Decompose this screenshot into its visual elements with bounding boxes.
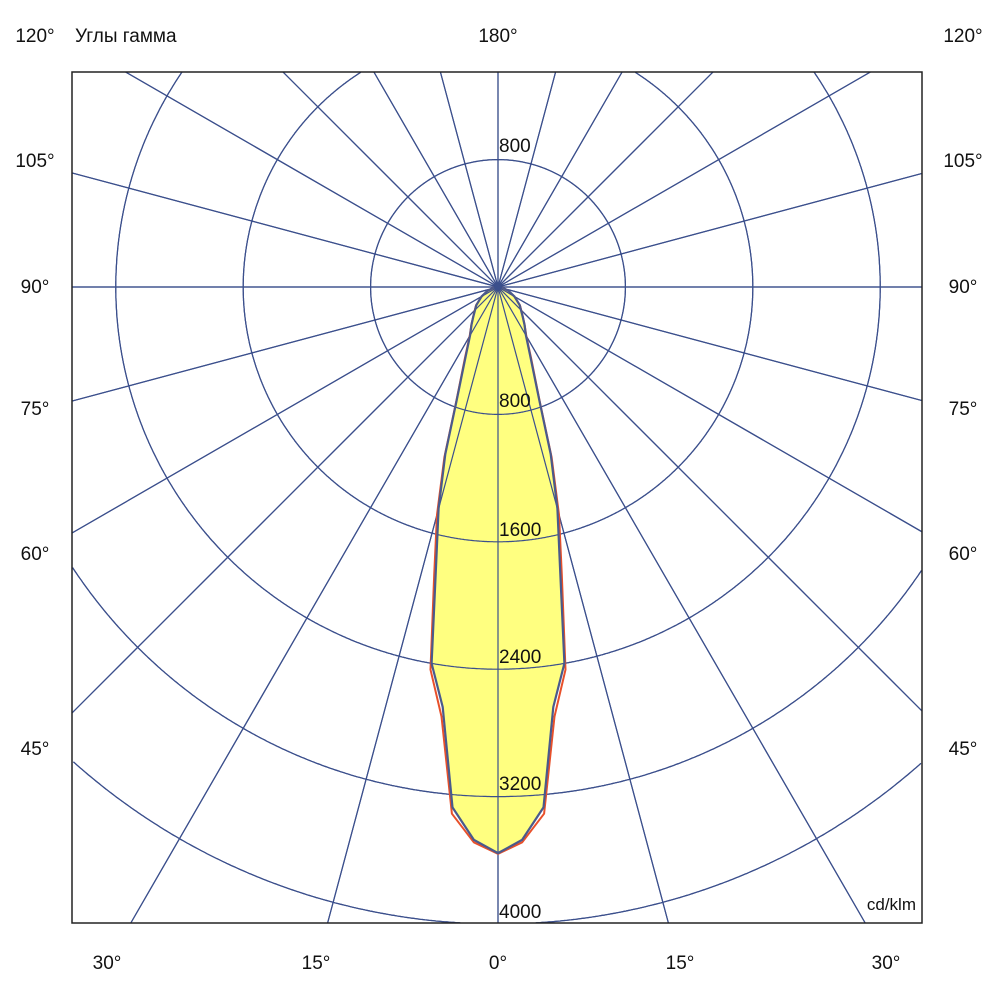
- grid-ray: [130, 286, 499, 924]
- grid-ray: [125, 71, 499, 288]
- grid-circle: [498, 71, 881, 670]
- grid-ray: [497, 286, 923, 712]
- angle-label-left: 60°: [21, 544, 50, 565]
- grid-ray: [497, 286, 866, 924]
- radial-tick-label: 800: [499, 391, 531, 412]
- angle-label-bottom: 0°: [489, 953, 507, 974]
- grid-ray: [497, 71, 871, 288]
- angle-label-left: 45°: [21, 739, 50, 760]
- angle-label-bottom: 15°: [666, 953, 695, 974]
- grid-ray: [497, 172, 923, 288]
- grid-ray: [497, 286, 923, 402]
- grid-ray: [71, 172, 499, 288]
- radial-tick-label: 3200: [499, 774, 541, 795]
- angle-label-bottom: 30°: [93, 953, 122, 974]
- radial-tick-label: 4000: [499, 902, 541, 923]
- radial-tick-label: 1600: [499, 520, 541, 541]
- grid-ray: [282, 71, 499, 288]
- grid-ray: [71, 286, 499, 402]
- grid-ray: [327, 286, 499, 924]
- grid-ray: [373, 71, 499, 288]
- angle-label-bottom: 15°: [302, 953, 331, 974]
- grid-circle: [498, 570, 922, 798]
- grid-ray: [71, 286, 499, 714]
- angle-label-right: 90°: [949, 277, 978, 298]
- chart-title: Углы гамма: [75, 26, 177, 47]
- intensity-curves: [71, 71, 923, 924]
- grid-ray: [497, 71, 623, 288]
- center-point: [494, 283, 502, 291]
- grid-ray: [497, 71, 714, 288]
- grid-circle: [498, 71, 754, 543]
- radial-tick-label: 2400: [499, 647, 541, 668]
- angle-label-top-center: 180°: [478, 26, 517, 47]
- grid-ray: [497, 71, 557, 288]
- grid-ray: [497, 286, 669, 924]
- angle-label-left: 90°: [21, 277, 50, 298]
- grid-circle: [73, 761, 461, 924]
- grid-circle: [73, 761, 461, 924]
- radial-tick-label-upper: 800: [499, 136, 531, 157]
- plot-frame: [71, 71, 923, 924]
- grid-circle: [242, 71, 498, 543]
- angle-label-right: 75°: [949, 399, 978, 420]
- grid-circle: [72, 567, 498, 798]
- grid-circle: [535, 762, 922, 924]
- grid-circle: [115, 71, 498, 670]
- angle-label-left: 75°: [21, 399, 50, 420]
- angle-label-right: 45°: [949, 739, 978, 760]
- angle-label-right: 60°: [949, 544, 978, 565]
- grid-ray: [71, 286, 499, 534]
- grid-ray: [439, 71, 499, 288]
- angle-label-top-right: 120°: [943, 26, 982, 47]
- grid-ray: [497, 286, 923, 533]
- angle-label-bottom: 30°: [872, 953, 901, 974]
- angle-label-right: 105°: [943, 151, 982, 172]
- angle-label-top-left: 120°: [15, 26, 54, 47]
- unit-label: cd/klm: [867, 895, 916, 914]
- angle-label-left: 105°: [15, 151, 54, 172]
